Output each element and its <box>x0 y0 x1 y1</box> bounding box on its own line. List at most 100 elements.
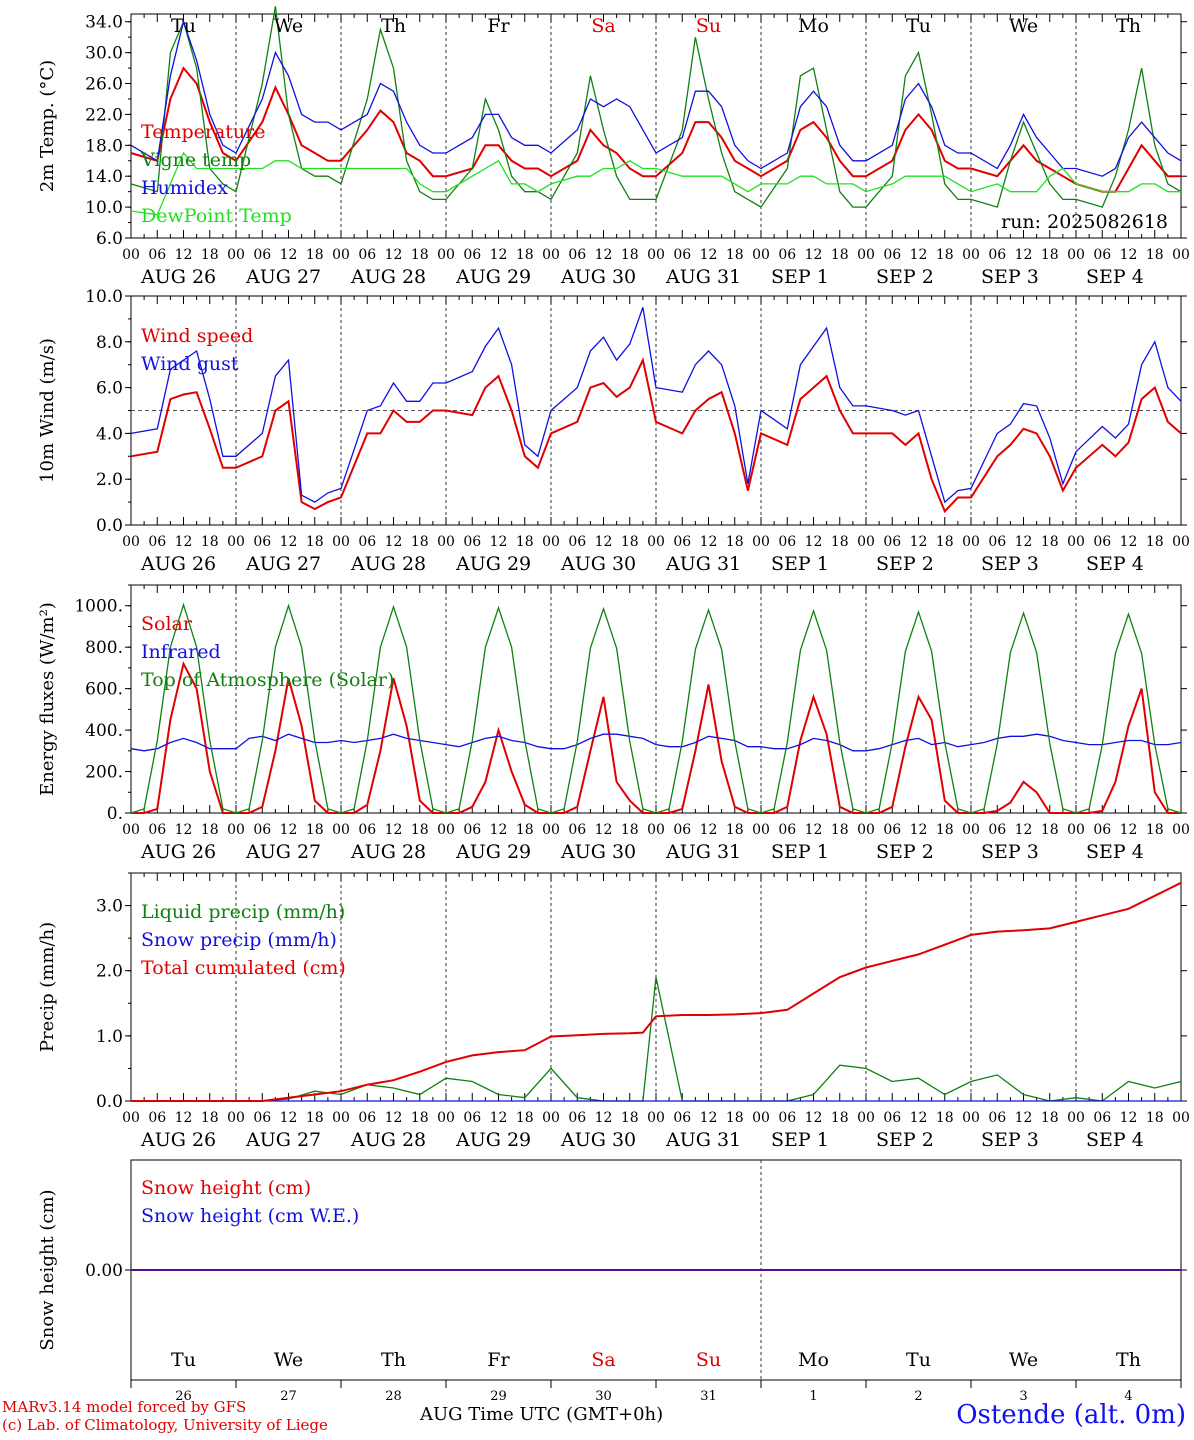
hour-label: 18 <box>1146 822 1164 838</box>
y-tick-label: 800. <box>85 638 123 658</box>
hour-label: 12 <box>805 822 823 838</box>
day-name: Tu <box>906 15 931 37</box>
hour-label: 18 <box>306 247 324 263</box>
series-line-blue <box>130 307 1182 504</box>
y-tick-label: 10.0 <box>85 287 123 307</box>
y-tick-label: 4.0 <box>96 424 123 444</box>
hour-label: 18 <box>1146 247 1164 263</box>
legend-entry: Snow height (cm W.E.) <box>141 1205 359 1227</box>
hour-label: 18 <box>516 1110 534 1126</box>
hour-label: 12 <box>910 247 928 263</box>
hour-label: 12 <box>280 1110 298 1126</box>
date-label: SEP 3 <box>981 553 1039 575</box>
date-label: AUG 29 <box>455 553 531 575</box>
hour-label: 00 <box>332 247 350 263</box>
day-name: Fr <box>487 1349 510 1371</box>
hour-label: 12 <box>280 822 298 838</box>
date-label: AUG 31 <box>665 1129 741 1151</box>
date-label: SEP 4 <box>1086 553 1144 575</box>
series-line-blue <box>130 733 1182 752</box>
hour-label: 12 <box>490 822 508 838</box>
date-label: AUG 29 <box>455 1129 531 1151</box>
footer-credits: MARv3.14 model forced by GFS (c) Lab. of… <box>2 1398 328 1434</box>
hour-label: 18 <box>936 247 954 263</box>
date-label: AUG 27 <box>245 1129 321 1151</box>
hour-label: 06 <box>1093 1110 1111 1126</box>
hour-label: 06 <box>988 534 1006 550</box>
day-name: We <box>1009 1349 1038 1371</box>
date-label: AUG 31 <box>665 553 741 575</box>
series-line-lightgreen <box>130 151 1181 216</box>
panel-2 <box>125 295 1187 526</box>
hour-label: 00 <box>857 247 875 263</box>
legend-entry: Wind speed <box>141 325 253 347</box>
day-name: Tu <box>171 1349 196 1371</box>
hour-label: 00 <box>1067 247 1085 263</box>
hour-label: 18 <box>516 822 534 838</box>
legend-entry: Humidex <box>141 177 228 199</box>
date-label: AUG 30 <box>560 1129 636 1151</box>
date-label: AUG 31 <box>665 841 741 863</box>
y-tick-label: 0. <box>107 804 123 824</box>
hour-label: 12 <box>490 1110 508 1126</box>
station-label: Ostende (alt. 0m) <box>956 1400 1186 1430</box>
hour-label: 00 <box>122 534 140 550</box>
hour-label: 06 <box>673 822 691 838</box>
hour-label: 00 <box>122 822 140 838</box>
hour-label: 00 <box>542 1110 560 1126</box>
day-name: We <box>274 15 303 37</box>
panel-5 <box>125 1159 1187 1388</box>
day-number: 30 <box>595 1389 612 1404</box>
hour-label: 06 <box>673 247 691 263</box>
hour-label: 12 <box>1120 534 1138 550</box>
hour-label: 06 <box>673 534 691 550</box>
date-label: AUG 30 <box>560 841 636 863</box>
hour-label: 06 <box>778 534 796 550</box>
y-tick-label: 0.00 <box>85 1261 123 1281</box>
hour-label: 18 <box>306 534 324 550</box>
date-label: AUG 28 <box>350 553 426 575</box>
time-axis-text: Time UTC (GMT+0h) <box>468 1404 664 1425</box>
hour-label: 06 <box>988 822 1006 838</box>
date-label: AUG 30 <box>560 266 636 288</box>
hour-label: 00 <box>962 534 980 550</box>
hour-label: 12 <box>1015 534 1033 550</box>
y-axis-label: Precip (mm/h) <box>37 922 58 1052</box>
date-label: AUG 29 <box>455 841 531 863</box>
day-name: Su <box>696 1349 721 1371</box>
hour-label: 06 <box>883 822 901 838</box>
hour-label: 00 <box>122 1110 140 1126</box>
y-tick-label: 1.0 <box>96 1027 123 1047</box>
day-name: Tu <box>171 15 196 37</box>
legend-entry: Total cumulated (cm) <box>141 957 346 979</box>
hour-label: 00 <box>332 1110 350 1126</box>
hour-label: 18 <box>516 247 534 263</box>
hour-label: 00 <box>857 1110 875 1126</box>
hour-label: 06 <box>673 1110 691 1126</box>
hour-label: 18 <box>726 247 744 263</box>
hour-label: 06 <box>778 822 796 838</box>
series-line-red <box>130 357 1182 514</box>
hour-label: 00 <box>1172 534 1190 550</box>
lab-credit: (c) Lab. of Climatology, University of L… <box>2 1416 328 1434</box>
y-tick-label: 6.0 <box>96 229 123 249</box>
day-name: Th <box>381 1349 406 1371</box>
series-line-red <box>130 66 1181 193</box>
day-number: 3 <box>1019 1389 1027 1404</box>
day-name: Tu <box>906 1349 931 1371</box>
date-label: SEP 3 <box>981 1129 1039 1151</box>
day-number: 28 <box>385 1389 402 1404</box>
y-tick-label: 200. <box>85 763 123 783</box>
hour-label: 18 <box>516 534 534 550</box>
y-tick-label: 6.0 <box>96 379 123 399</box>
legend-entry: Temperature <box>141 121 265 143</box>
hour-label: 00 <box>332 822 350 838</box>
hour-label: 00 <box>752 534 770 550</box>
date-label: AUG 26 <box>140 1129 216 1151</box>
hour-label: 18 <box>726 1110 744 1126</box>
hour-label: 12 <box>805 247 823 263</box>
month-label: AUG <box>420 1404 463 1425</box>
hour-label: 06 <box>883 534 901 550</box>
hour-label: 12 <box>175 822 193 838</box>
date-label: SEP 2 <box>876 1129 934 1151</box>
